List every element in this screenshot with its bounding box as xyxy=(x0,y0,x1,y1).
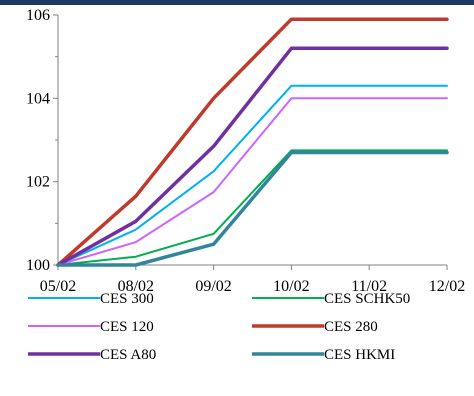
y-tick-label: 104 xyxy=(26,90,50,107)
legend: CES 300 CES SCHK50 CES 120 CES 280 CES A80 CE… xyxy=(28,291,410,363)
legend-item: CES 280 xyxy=(252,319,378,335)
y-tick-label: 106 xyxy=(26,7,50,24)
legend-item: CES HKMI xyxy=(252,347,395,363)
series-line-ces-schk50 xyxy=(57,149,448,266)
x-tick-label: 12/02 xyxy=(429,278,465,295)
x-tick-label: 10/02 xyxy=(273,278,309,295)
axes xyxy=(53,14,448,270)
legend-label: CES HKMI xyxy=(324,347,395,363)
legend-label: CES 120 xyxy=(100,319,154,335)
legend-label: CES SCHK50 xyxy=(324,291,410,307)
x-tick-label: 11/02 xyxy=(351,278,387,295)
legend-item: CES A80 xyxy=(28,347,156,363)
y-tick-label: 102 xyxy=(26,174,50,191)
legend-item: CES SCHK50 xyxy=(252,291,410,307)
x-tick-label: 05/02 xyxy=(40,278,76,295)
y-tick-label: 100 xyxy=(26,257,50,274)
legend-item: CES 300 xyxy=(28,291,154,307)
tick-labels: 100 102 104 106 05/02 08/02 09/02 10/02 11/02 12/… xyxy=(26,7,465,295)
legend-label: CES 300 xyxy=(100,291,154,307)
series-line-ces-hkmi xyxy=(56,150,449,267)
legend-label: CES 280 xyxy=(324,319,378,335)
series-line-ces-120 xyxy=(57,97,448,266)
series-line-ces-300 xyxy=(57,84,448,266)
x-tick-label: 09/02 xyxy=(195,278,231,295)
series-line-ces-280 xyxy=(56,17,449,267)
legend-item: CES 120 xyxy=(28,319,154,335)
x-tick-label: 08/02 xyxy=(118,278,154,295)
legend-label: CES A80 xyxy=(100,347,156,363)
series-line-ces-a80 xyxy=(56,46,449,267)
header-bar xyxy=(0,0,474,5)
series-lines xyxy=(56,17,449,267)
